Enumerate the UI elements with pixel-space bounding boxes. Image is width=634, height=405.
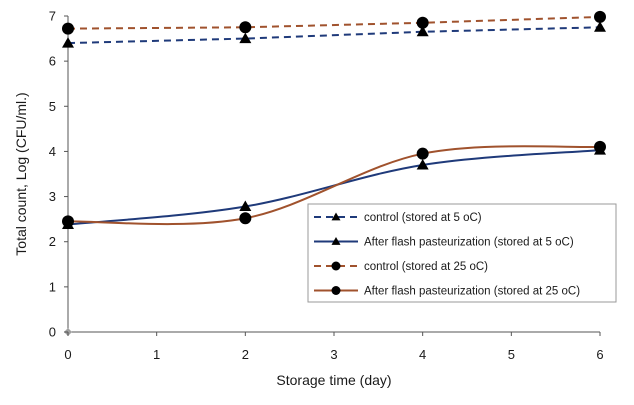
series-line	[67, 26, 601, 45]
y-tick-label: 7	[49, 9, 56, 24]
data-point-triangle	[239, 200, 252, 212]
x-tick-label: 3	[330, 347, 337, 362]
x-tick-label: 5	[508, 347, 515, 362]
data-point-triangle	[416, 25, 429, 37]
y-tick-label: 6	[49, 54, 56, 69]
series-4	[62, 140, 606, 228]
legend-label: After flash pasteurization (stored at 5 …	[364, 237, 574, 249]
data-point-circle	[594, 140, 606, 153]
data-point-circle	[239, 212, 252, 225]
data-point-circle	[62, 215, 74, 228]
x-tick-label: 0	[64, 347, 71, 362]
legend: control (stored at 5 oC) After flash past…	[307, 203, 617, 303]
y-tick-label: 3	[49, 189, 56, 204]
legend-item: control (stored at 5 oC)	[314, 212, 482, 224]
x-tick-label: 4	[419, 347, 426, 362]
data-point-triangle	[416, 158, 429, 170]
x-tick-label: 1	[153, 347, 160, 362]
x-tick-label: 6	[596, 347, 603, 362]
series-line	[67, 15, 601, 30]
legend-triangle-marker	[331, 212, 341, 221]
y-tick-label: 0	[49, 325, 56, 340]
ticks: 0 1 2 3 4 5 6 7 0 1 2 3 4 5 6	[49, 9, 604, 363]
legend-circle-marker	[331, 286, 341, 295]
legend-circle-marker	[331, 261, 341, 271]
series-layer	[62, 10, 606, 230]
data-point-circle	[416, 16, 429, 29]
series-3	[62, 10, 606, 35]
legend-label: control (stored at 5 oC)	[364, 212, 482, 224]
series-1	[62, 21, 606, 48]
legend-box	[307, 203, 617, 303]
data-point-circle	[239, 21, 252, 34]
data-point-circle	[62, 22, 74, 35]
legend-triangle-marker	[331, 237, 341, 245]
data-point-circle	[416, 147, 429, 160]
legend-label: control (stored at 25 oC)	[364, 261, 488, 273]
y-tick-label: 1	[49, 279, 56, 294]
legend-label: After flash pasteurization (stored at 25…	[364, 286, 580, 298]
series-line	[67, 145, 601, 226]
data-point-circle	[594, 10, 606, 23]
x-tick-label: 2	[242, 347, 249, 362]
y-tick-label: 5	[49, 99, 56, 114]
data-point-triangle	[594, 21, 606, 32]
legend-item: control (stored at 25 oC)	[314, 261, 488, 273]
legend-item: After flash pasteurization (stored at 5 …	[314, 237, 574, 249]
x-axis-title: Storage time (day)	[276, 372, 391, 388]
y-tick-label: 2	[49, 234, 56, 249]
data-point-triangle	[239, 32, 252, 44]
data-point-triangle	[62, 37, 74, 48]
y-tick-label: 4	[49, 144, 56, 159]
y-axis-title: Total count, Log (CFU/ml.)	[13, 92, 29, 255]
legend-item: After flash pasteurization (stored at 25…	[314, 286, 580, 298]
